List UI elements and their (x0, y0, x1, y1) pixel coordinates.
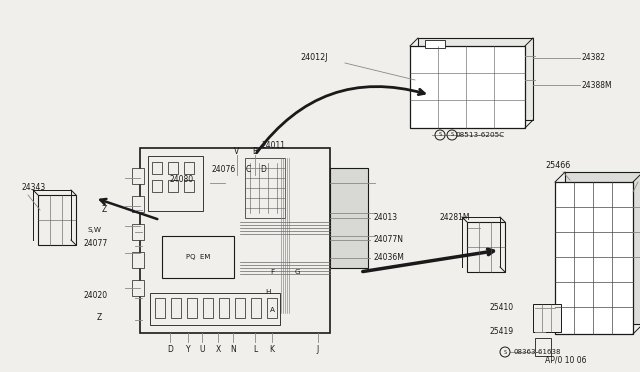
Text: 24011: 24011 (262, 141, 286, 150)
Text: L: L (253, 346, 257, 355)
Bar (245, 158, 285, 218)
Bar (533, 304, 561, 332)
Bar (235, 298, 245, 318)
Bar (565, 172, 640, 324)
Text: 08363-61638: 08363-61638 (514, 349, 561, 355)
Text: N: N (230, 346, 236, 355)
Bar (152, 180, 162, 192)
Text: D: D (167, 346, 173, 355)
Text: S: S (504, 350, 507, 355)
Bar (168, 180, 178, 192)
Bar (152, 162, 162, 174)
Bar (148, 156, 203, 211)
Text: G: G (295, 269, 301, 275)
Bar (162, 236, 234, 278)
Text: J: J (317, 346, 319, 355)
Bar (132, 280, 144, 296)
Text: S: S (451, 132, 454, 138)
Text: S: S (438, 132, 442, 138)
Text: Z: Z (102, 205, 108, 215)
Bar (132, 168, 144, 184)
Bar (171, 298, 181, 318)
Text: X: X (216, 346, 221, 355)
Bar (251, 298, 261, 318)
Text: D: D (260, 166, 266, 174)
Text: AP/0 10 06: AP/0 10 06 (545, 356, 586, 365)
Bar (555, 182, 633, 334)
Bar (132, 196, 144, 212)
Text: 24020: 24020 (84, 291, 108, 299)
Text: V: V (234, 148, 239, 157)
Bar (132, 252, 144, 268)
Text: F: F (270, 269, 274, 275)
Text: Y: Y (186, 346, 190, 355)
Text: 24388M: 24388M (582, 80, 612, 90)
Text: U: U (199, 346, 205, 355)
Bar (155, 298, 165, 318)
Text: PQ  EM: PQ EM (186, 254, 210, 260)
Text: 25466: 25466 (545, 160, 570, 170)
Text: 08513-6205C: 08513-6205C (456, 132, 505, 138)
Text: 24080: 24080 (170, 176, 194, 185)
Text: 24382: 24382 (582, 54, 606, 62)
Text: 24036M: 24036M (373, 253, 404, 263)
Text: S,W: S,W (88, 227, 102, 233)
Text: 25410: 25410 (490, 304, 514, 312)
Bar (418, 38, 533, 120)
Bar (330, 168, 368, 268)
Bar (187, 298, 197, 318)
Text: 24077N: 24077N (373, 235, 403, 244)
Bar (219, 298, 229, 318)
Text: 24012J: 24012J (300, 54, 328, 62)
Text: C: C (245, 166, 251, 174)
Bar (150, 293, 280, 325)
Bar (467, 222, 505, 272)
Text: K: K (269, 346, 275, 355)
Bar (203, 298, 213, 318)
Text: A: A (270, 307, 275, 313)
Text: H: H (265, 289, 271, 295)
Bar (184, 162, 194, 174)
Text: 24076: 24076 (212, 166, 236, 174)
Bar (168, 162, 178, 174)
Bar (140, 148, 330, 333)
Text: 25419: 25419 (490, 327, 514, 337)
Bar (410, 46, 525, 128)
Text: Z: Z (97, 314, 102, 323)
Bar (184, 180, 194, 192)
Text: 24013: 24013 (373, 214, 397, 222)
Bar (38, 195, 76, 245)
Text: 24281M: 24281M (440, 214, 470, 222)
Bar (267, 298, 277, 318)
Text: 24343: 24343 (22, 183, 46, 192)
Text: B: B (252, 148, 257, 157)
Text: 24077: 24077 (83, 240, 108, 248)
Bar (535, 338, 551, 356)
Bar (132, 224, 144, 240)
Bar (425, 40, 445, 48)
